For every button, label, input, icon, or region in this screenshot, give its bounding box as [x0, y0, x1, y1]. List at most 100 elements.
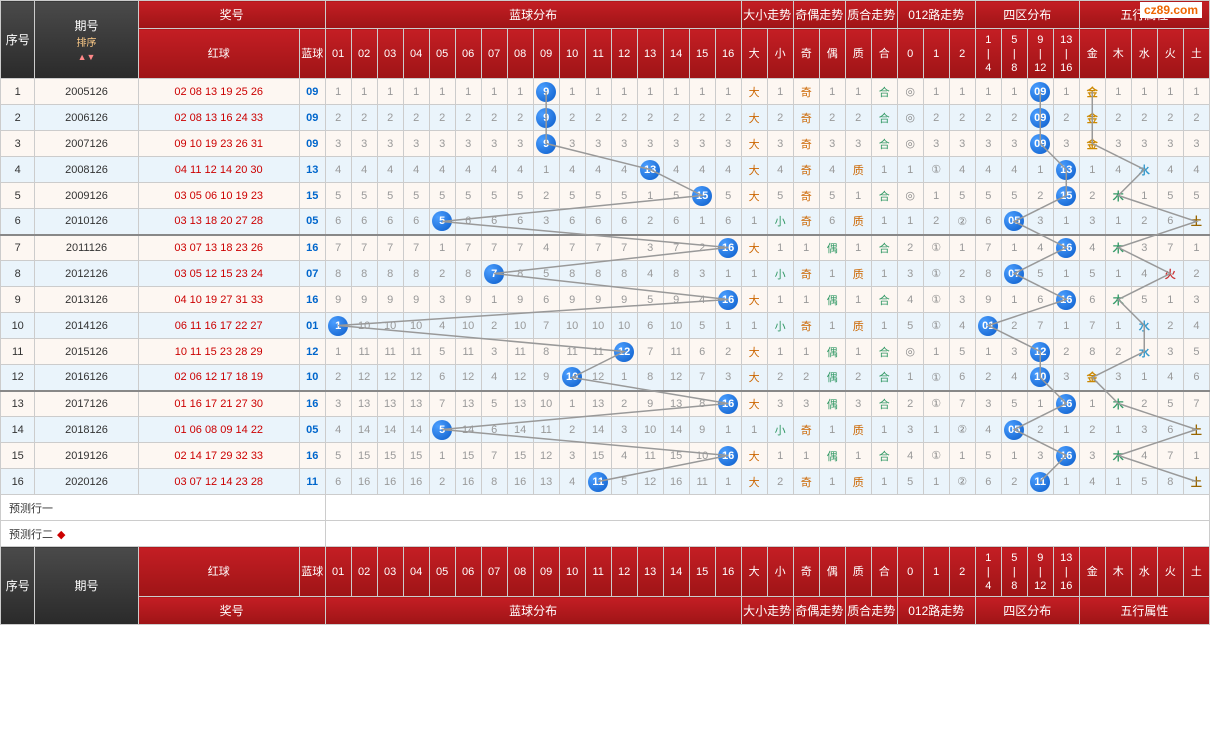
quad-ball: 13	[1053, 157, 1079, 183]
miss-cell: 1	[507, 79, 533, 105]
miss-cell: 14	[663, 417, 689, 443]
b16: 16	[715, 29, 741, 79]
miss-cell: 6	[455, 209, 481, 235]
miss-cell: 14	[585, 417, 611, 443]
miss-cell: 6	[585, 209, 611, 235]
miss-cell: 10	[507, 313, 533, 339]
miss-cell: 4	[533, 235, 559, 261]
miss-cell: 1	[637, 183, 663, 209]
miss-cell: 5	[637, 287, 663, 313]
miss-cell: 2	[715, 339, 741, 365]
miss-cell: 3	[585, 131, 611, 157]
miss-cell: 1	[715, 79, 741, 105]
miss-cell: 2	[611, 391, 637, 417]
miss-cell: 4	[559, 469, 585, 495]
cell-period: 2012126	[35, 261, 138, 287]
miss-cell: 2	[637, 209, 663, 235]
data-row: 15201912602 14 17 29 32 3316515151511571…	[1, 443, 1210, 469]
miss-cell: 1	[715, 469, 741, 495]
quad-ball: 09	[1027, 79, 1053, 105]
miss-cell: 2	[325, 365, 351, 391]
miss-cell: 8	[481, 469, 507, 495]
miss-cell: 6	[429, 365, 455, 391]
cell-blue: 09	[299, 131, 325, 157]
miss-cell: 11	[455, 339, 481, 365]
miss-cell: 3	[559, 443, 585, 469]
miss-cell: 3	[481, 339, 507, 365]
col-zhi: 质	[845, 29, 871, 79]
miss-cell: 3	[351, 131, 377, 157]
prediction-row-1[interactable]: 预测行一	[1, 495, 1210, 521]
b15: 15	[689, 29, 715, 79]
miss-cell: 13	[351, 391, 377, 417]
miss-cell: 16	[351, 469, 377, 495]
data-row: 16202012603 07 12 14 23 2811616161621681…	[1, 469, 1210, 495]
miss-cell: 6	[689, 339, 715, 365]
miss-cell: 3	[663, 131, 689, 157]
miss-cell: 1	[637, 79, 663, 105]
miss-cell: 5	[611, 469, 637, 495]
miss-cell: 15	[351, 443, 377, 469]
cell-period: 2013126	[35, 287, 138, 313]
col-bluedist: 蓝球分布	[325, 1, 741, 29]
miss-cell: 11	[689, 469, 715, 495]
miss-cell: 12	[663, 365, 689, 391]
miss-cell: 6	[663, 209, 689, 235]
col-jiou: 奇偶走势	[793, 1, 845, 29]
cell-red: 01 06 08 09 14 22	[138, 417, 299, 443]
quad-ball: 16	[1053, 443, 1079, 469]
miss-cell: 8	[611, 261, 637, 287]
miss-cell: 2	[455, 105, 481, 131]
ball-cell: 16	[715, 235, 741, 261]
miss-cell: 10	[351, 313, 377, 339]
miss-cell: 15	[377, 443, 403, 469]
miss-cell: 12	[455, 365, 481, 391]
miss-cell: 7	[403, 235, 429, 261]
miss-cell: 3	[507, 131, 533, 157]
miss-cell: 8	[663, 261, 689, 287]
miss-cell: 9	[611, 287, 637, 313]
cell-seq: 11	[1, 339, 35, 365]
cell-red: 03 05 12 15 23 24	[138, 261, 299, 287]
miss-cell: 1	[611, 365, 637, 391]
miss-cell: 2	[689, 105, 715, 131]
miss-cell: 9	[559, 287, 585, 313]
data-row: 13201712601 16 17 21 27 3016313131371351…	[1, 391, 1210, 417]
data-row: 9201312604 10 19 27 31 33169999391969995…	[1, 287, 1210, 313]
b12: 12	[611, 29, 637, 79]
col-lu1: 1	[923, 29, 949, 79]
miss-cell: 2	[559, 105, 585, 131]
miss-cell: 5	[507, 183, 533, 209]
data-row: 2200612602 08 13 16 24 33092222222292222…	[1, 105, 1210, 131]
ball-cell: 7	[481, 261, 507, 287]
miss-cell: 3	[715, 131, 741, 157]
miss-cell: 6	[325, 209, 351, 235]
miss-cell: 5	[429, 183, 455, 209]
miss-cell: 7	[585, 235, 611, 261]
miss-cell: 4	[559, 157, 585, 183]
miss-cell: 12	[377, 365, 403, 391]
miss-cell: 3	[481, 131, 507, 157]
cell-period: 2007126	[35, 131, 138, 157]
quad-ball: 07	[1001, 261, 1027, 287]
cell-period: 2019126	[35, 443, 138, 469]
miss-cell: 9	[351, 287, 377, 313]
b05: 05	[429, 29, 455, 79]
miss-cell: 7	[507, 235, 533, 261]
miss-cell: 6	[637, 313, 663, 339]
miss-cell: 6	[533, 287, 559, 313]
col-he: 合	[871, 29, 897, 79]
miss-cell: 2	[351, 105, 377, 131]
miss-cell: 14	[507, 417, 533, 443]
miss-cell: 2	[559, 417, 585, 443]
miss-cell: 5	[325, 443, 351, 469]
miss-cell: 10	[637, 417, 663, 443]
cell-seq: 15	[1, 443, 35, 469]
miss-cell: 7	[481, 235, 507, 261]
prediction-row-2[interactable]: 预测行二◆	[1, 521, 1210, 547]
miss-cell: 1	[429, 79, 455, 105]
miss-cell: 1	[689, 209, 715, 235]
miss-cell: 2	[663, 105, 689, 131]
cell-seq: 3	[1, 131, 35, 157]
col-period[interactable]: 期号排序▲▼	[35, 1, 138, 79]
